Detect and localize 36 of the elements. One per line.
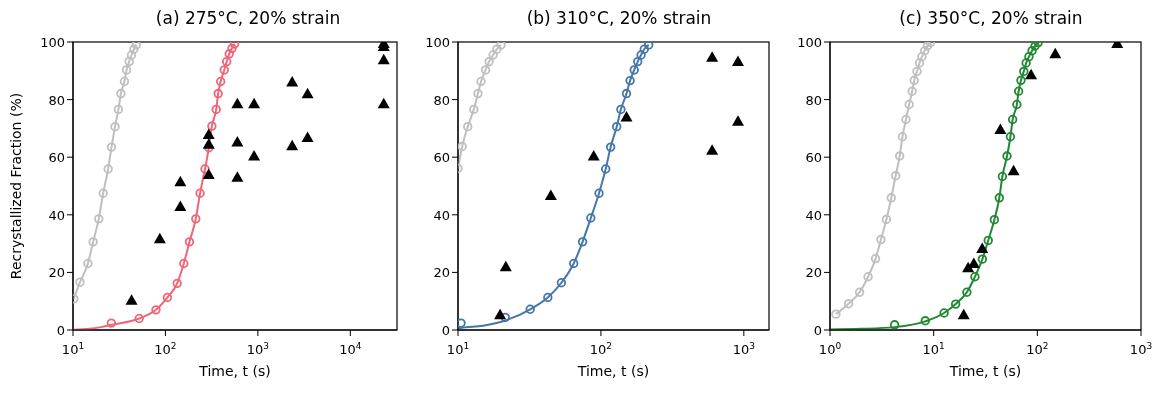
y-tick-label: 60: [48, 150, 65, 166]
y-tick-label: 40: [433, 207, 450, 223]
y-tick-label: 60: [433, 150, 450, 166]
y-tick-label: 100: [797, 35, 822, 50]
y-tick-label: 100: [40, 35, 65, 50]
x-tick-label: 10$^{2}$: [154, 341, 177, 357]
y-axis-title: Recrystallized Fraction (%): [7, 92, 24, 280]
y-tick-label: 20: [433, 265, 450, 281]
x-tick-label: 10$^{1}$: [922, 341, 945, 357]
x-tick-label: 10$^{4}$: [339, 341, 362, 357]
chart-title: (b) 310°C, 20% strain: [525, 8, 713, 30]
x-tick-label: 10$^{2}$: [589, 341, 613, 357]
y-tick-label: 0: [813, 323, 822, 338]
x-axis-title: Time, t (s): [948, 363, 1022, 379]
x-tick-label: 10$^{2}$: [1026, 341, 1049, 357]
y-tick-label: 80: [805, 92, 822, 108]
x-tick-label: 10$^{3}$: [732, 341, 755, 357]
y-tick-label: 40: [805, 207, 822, 223]
y-tick-label: 20: [805, 265, 822, 281]
x-tick-label: 10$^{3}$: [246, 341, 270, 357]
y-tick-label: 100: [425, 35, 450, 50]
x-tick-label: 10$^{0}$: [818, 341, 842, 357]
y-tick-label: 40: [48, 207, 65, 223]
x-axis-title: Time, t (s): [576, 363, 650, 379]
y-tick-label: 20: [48, 265, 65, 281]
chart-title: (a) 275°C, 20% strain: [154, 8, 342, 30]
y-tick-label: 0: [56, 323, 65, 338]
y-tick-label: 80: [48, 92, 65, 108]
chart-title: (c) 350°C, 20% strain: [898, 8, 1084, 30]
y-tick-label: 80: [433, 92, 450, 108]
x-tick-label: 10$^{1}$: [446, 341, 470, 357]
y-tick-label: 0: [441, 323, 450, 338]
y-tick-label: 60: [805, 150, 822, 166]
x-tick-label: 10$^{1}$: [61, 341, 85, 357]
x-axis-title: Time, t (s): [198, 363, 271, 379]
x-tick-label: 10$^{3}$: [1129, 341, 1153, 357]
